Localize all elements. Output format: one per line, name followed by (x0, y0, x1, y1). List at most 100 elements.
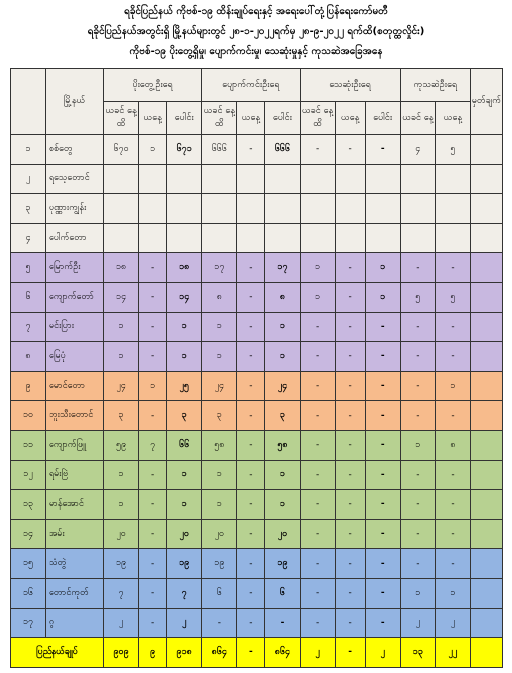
cell: ၁၄ (166, 281, 203, 313)
cell (364, 222, 401, 254)
cell: ၂၀ (102, 518, 140, 550)
cell (470, 193, 503, 224)
cell: ၁ (399, 429, 436, 461)
cell: ၅၈ (201, 429, 238, 461)
cell: ၁ (166, 341, 203, 372)
row: ၈မြေပုံ၁-၁၁-၁- - - - - (10, 341, 503, 372)
cell: - (236, 370, 266, 402)
cell: စစ်တွေ (45, 134, 104, 165)
cell: - (399, 400, 436, 431)
cell: ၉ (10, 370, 46, 402)
cell: ၂ (102, 607, 140, 639)
title-line: ရခိုင်ပြည်နယ် ကိုဗစ်-၁၉ ထိန်းချုပ်ရေးနှင… (124, 6, 388, 17)
cell: - (299, 370, 336, 402)
cell: - (399, 459, 436, 491)
cell: ၈ (201, 281, 238, 313)
cell: - (399, 489, 436, 520)
cell: ၁ (434, 370, 472, 402)
cell: ၂၄ (102, 370, 140, 402)
cell: ၁ (10, 134, 46, 165)
cell: ၂၂ (434, 637, 472, 668)
cell: ၁ (264, 489, 301, 520)
cell: - (236, 637, 266, 668)
row: ၄ပေါက်တော (10, 222, 503, 254)
header: ရခိုင်ပြည်နယ် ကိုဗစ်-၁၉ ထိန်းချုပ်ရေးနှင… (0, 0, 512, 66)
cell: - (299, 341, 336, 372)
cell: - (236, 134, 266, 165)
cell (470, 429, 503, 461)
cell: ပုဏ္ဏားကျွန်း (45, 193, 104, 224)
cell: - (334, 252, 366, 283)
cell (364, 193, 401, 224)
cell: - (399, 518, 436, 550)
cell: ၁၇ (10, 607, 46, 639)
header-cell: သေဆုံးဦးရေ (299, 68, 401, 102)
cell: ၁ (138, 370, 168, 402)
cell: ၁ (102, 459, 140, 491)
cell: ၅၈ (264, 429, 301, 461)
cell: - (299, 400, 336, 431)
cell: ၂ (364, 637, 401, 668)
cell: ၆၆ (166, 429, 203, 461)
cell: ၉ (138, 637, 168, 668)
cell: ၁၇ (264, 252, 301, 283)
cell: - (299, 489, 336, 520)
cell: ၅၉ (102, 429, 140, 461)
row: ၇မင်းပြား၁-၁၁-၁- - - - - (10, 311, 503, 343)
cell: - (364, 489, 401, 520)
cell: - (138, 459, 168, 491)
cell: ၁ (102, 341, 140, 372)
cell (264, 193, 301, 224)
cell (166, 193, 203, 224)
cell: ၁၉ (102, 548, 140, 579)
cell (434, 163, 472, 195)
cell (236, 163, 266, 195)
cell: ၄ (10, 222, 46, 254)
cell: ၁ (102, 489, 140, 520)
sub-header-cell: ပေါင်း (364, 101, 401, 135)
cell: ၁၃ (399, 637, 436, 668)
cell (299, 193, 336, 224)
cell: အမ်း (45, 518, 104, 550)
cell: - (364, 370, 401, 402)
cell: ၁ (166, 459, 203, 491)
cell (470, 518, 503, 550)
cell: ၁၈ (102, 252, 140, 283)
row: ၁၄ အမ်း ၂၀-၂၀ ၂၀-၂၀- - - - - (10, 518, 503, 550)
cell: - (434, 548, 472, 579)
cell: ၇ (166, 577, 203, 609)
cell: - (264, 607, 301, 639)
cell: ၁ (434, 577, 472, 609)
cell (399, 222, 436, 254)
cell: - (399, 341, 436, 372)
cell: တောင်ကုတ် (45, 577, 104, 609)
cell: - (236, 400, 266, 431)
cell (470, 459, 503, 491)
sub-header-cell: ယနေ့ (334, 101, 366, 135)
cell: ၁ (364, 252, 401, 283)
cell: - (399, 370, 436, 402)
cell (334, 163, 366, 195)
cell: မာန်အောင် (45, 489, 104, 520)
header-cell: မှတ်ချက် (470, 68, 503, 135)
cell (102, 193, 140, 224)
cell (364, 163, 401, 195)
row: ၂ရသေ့တောင် (10, 163, 503, 195)
cell: - (138, 341, 168, 372)
cell: - (299, 429, 336, 461)
cell: ၆၇၁ (166, 134, 203, 165)
cell: ၅ (399, 281, 436, 313)
cell: ၆၆၆ (264, 134, 301, 165)
cell: ၁ (299, 252, 336, 283)
cell: ၈ (264, 281, 301, 313)
cell: - (299, 548, 336, 579)
cell: - (236, 607, 266, 639)
cell: ၁၉ (201, 548, 238, 579)
cell: - (334, 489, 366, 520)
cell: - (434, 311, 472, 343)
cell: ၆ (201, 577, 238, 609)
cell (166, 163, 203, 195)
cell: ၁၉ (264, 548, 301, 579)
cell: ၂၀ (201, 518, 238, 550)
cell: ၅ (434, 281, 472, 313)
